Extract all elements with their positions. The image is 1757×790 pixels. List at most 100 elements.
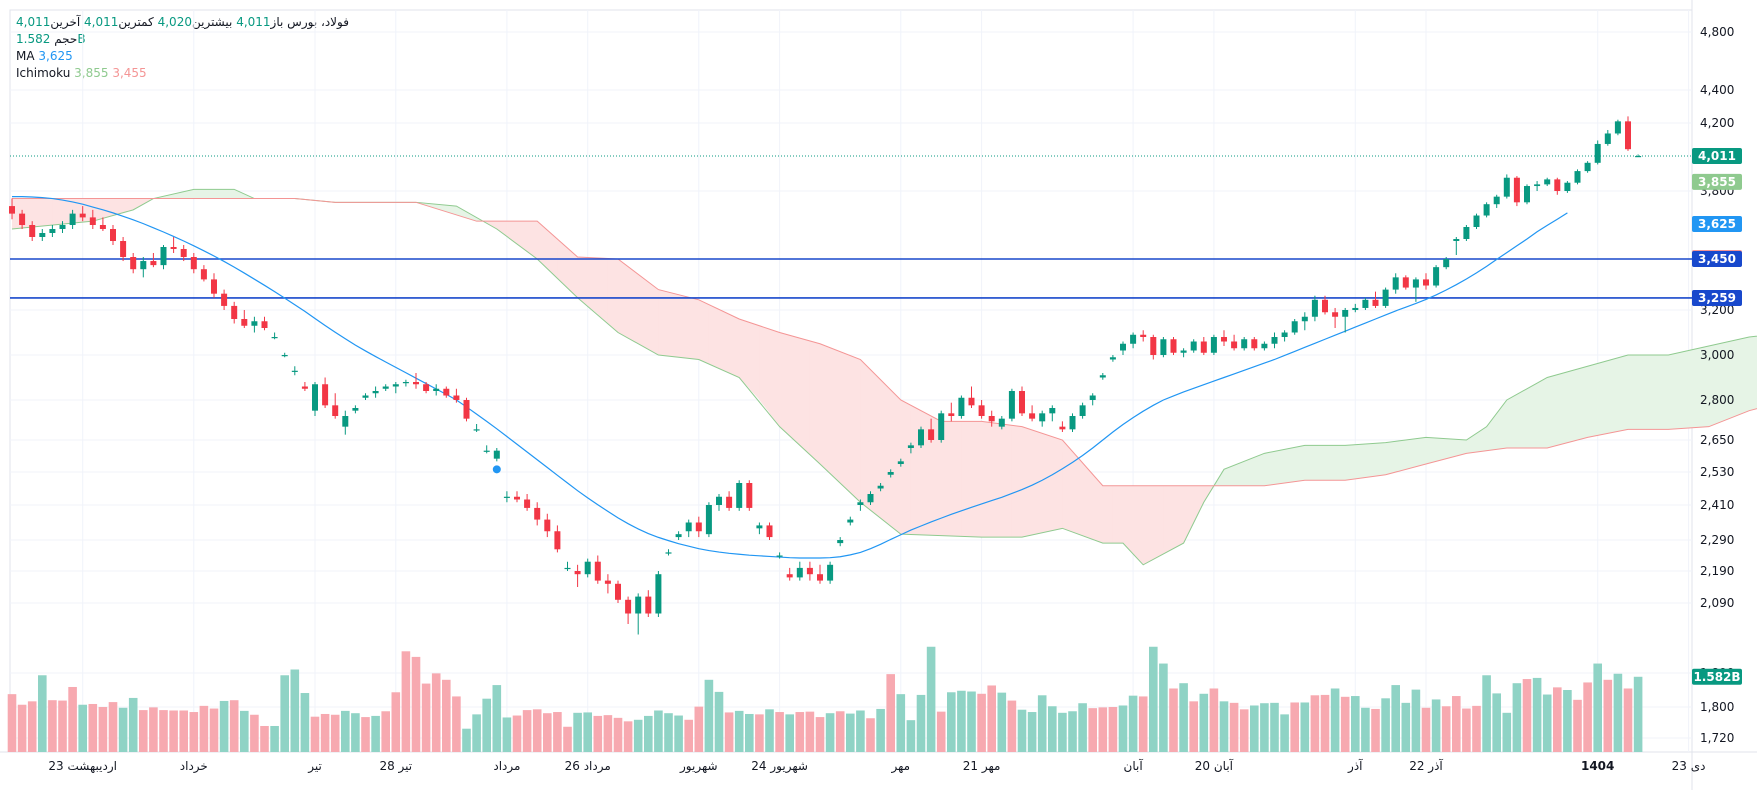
candle[interactable]: [1049, 405, 1056, 422]
candle[interactable]: [332, 393, 339, 419]
candle[interactable]: [625, 596, 632, 624]
candle[interactable]: [1221, 330, 1227, 346]
candle[interactable]: [1423, 273, 1429, 290]
volume-legend-row[interactable]: حجم 1.582B: [16, 31, 349, 48]
candle[interactable]: [1382, 287, 1389, 308]
candle[interactable]: [493, 448, 500, 462]
candle[interactable]: [271, 332, 278, 340]
candle[interactable]: [716, 494, 722, 511]
candle[interactable]: [1008, 388, 1015, 422]
candle[interactable]: [1614, 119, 1621, 136]
candle[interactable]: [665, 549, 672, 556]
candle[interactable]: [433, 384, 440, 396]
time-axis[interactable]: 23 اردیبهشت خرداد تیر 28 تیر مرداد 26 مرداد شه…: [48, 758, 1705, 774]
candle[interactable]: [1503, 174, 1510, 199]
candle[interactable]: [503, 491, 510, 503]
candle[interactable]: [1412, 277, 1419, 302]
candle[interactable]: [938, 410, 945, 443]
candle[interactable]: [1241, 337, 1248, 351]
candle[interactable]: [1311, 295, 1318, 322]
candle[interactable]: [1392, 273, 1399, 294]
candle[interactable]: [998, 416, 1005, 430]
candle[interactable]: [1210, 334, 1217, 355]
candle[interactable]: [786, 567, 793, 581]
candle[interactable]: [1513, 176, 1520, 207]
candle[interactable]: [1483, 202, 1490, 218]
candle[interactable]: [867, 491, 874, 505]
candle[interactable]: [514, 491, 520, 503]
candle[interactable]: [160, 245, 167, 270]
candle[interactable]: [1453, 237, 1460, 255]
candle[interactable]: [1574, 169, 1581, 185]
candle[interactable]: [241, 310, 248, 328]
candle[interactable]: [473, 424, 480, 432]
candle[interactable]: [1625, 116, 1631, 151]
candle[interactable]: [1019, 386, 1025, 417]
candle[interactable]: [120, 237, 127, 262]
candle[interactable]: [907, 442, 914, 454]
candle[interactable]: [463, 397, 470, 422]
candle[interactable]: [857, 499, 864, 511]
candle[interactable]: [29, 221, 36, 241]
candle[interactable]: [170, 237, 177, 253]
candle[interactable]: [988, 410, 995, 427]
candle[interactable]: [827, 561, 834, 584]
candle[interactable]: [1190, 339, 1197, 353]
candle[interactable]: [685, 519, 692, 538]
candle[interactable]: [766, 522, 773, 541]
candle[interactable]: [1402, 275, 1409, 290]
candle[interactable]: [180, 245, 187, 262]
candle[interactable]: [695, 516, 702, 538]
horizontal-lines[interactable]: [10, 258, 1692, 299]
candle[interactable]: [887, 469, 894, 478]
candle[interactable]: [817, 564, 823, 584]
candle[interactable]: [726, 491, 733, 511]
candle[interactable]: [1079, 402, 1086, 419]
candle[interactable]: [1604, 129, 1611, 146]
candle[interactable]: [413, 373, 419, 389]
candle[interactable]: [918, 426, 924, 448]
candle[interactable]: [1130, 332, 1137, 349]
candle[interactable]: [544, 513, 551, 538]
candle[interactable]: [392, 382, 399, 394]
price-axis[interactable]: 4,8004,4004,2003,8003,2003,0002,8002,650…: [1700, 25, 1734, 745]
candle[interactable]: [877, 483, 884, 492]
candle[interactable]: [79, 206, 86, 222]
candle[interactable]: [1473, 213, 1480, 229]
candle[interactable]: [604, 574, 611, 594]
candle[interactable]: [1069, 413, 1076, 432]
candle[interactable]: [99, 217, 106, 231]
candle[interactable]: [423, 382, 430, 394]
candle[interactable]: [554, 525, 561, 553]
candle[interactable]: [342, 410, 349, 435]
candle[interactable]: [655, 571, 662, 617]
candle[interactable]: [352, 405, 359, 414]
candle[interactable]: [221, 289, 228, 310]
candle[interactable]: [1524, 184, 1530, 205]
candle[interactable]: [635, 593, 642, 635]
candle[interactable]: [968, 386, 975, 409]
candle[interactable]: [796, 561, 803, 581]
candle[interactable]: [928, 418, 935, 443]
candle[interactable]: [1140, 330, 1147, 342]
candle[interactable]: [1564, 181, 1571, 193]
candle[interactable]: [1109, 355, 1116, 362]
candle[interactable]: [200, 265, 207, 282]
candle[interactable]: [1594, 140, 1601, 165]
candle[interactable]: [534, 502, 541, 526]
candle[interactable]: [958, 395, 965, 419]
candle[interactable]: [1352, 303, 1359, 313]
ma-legend-row[interactable]: MA 3,625: [16, 48, 349, 65]
candle[interactable]: [1463, 225, 1470, 241]
candle[interactable]: [9, 198, 15, 220]
candle[interactable]: [806, 561, 813, 581]
candle[interactable]: [1433, 265, 1440, 288]
candle[interactable]: [746, 480, 753, 511]
candle[interactable]: [1372, 291, 1379, 308]
candle[interactable]: [564, 561, 571, 571]
candle[interactable]: [301, 382, 308, 391]
candle[interactable]: [1251, 337, 1258, 351]
candle[interactable]: [231, 301, 238, 324]
candle[interactable]: [776, 552, 783, 559]
